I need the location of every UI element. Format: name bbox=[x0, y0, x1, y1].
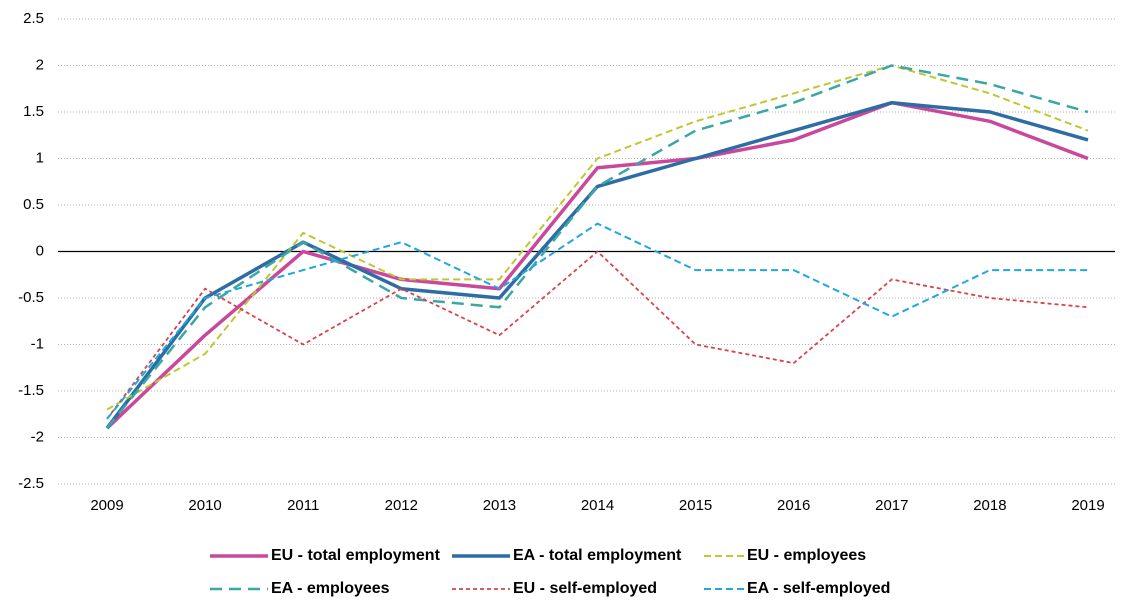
x-tick-label: 2010 bbox=[188, 497, 221, 514]
series-line bbox=[105, 100, 1089, 430]
y-tick-label: -1 bbox=[31, 335, 44, 352]
x-tick-label: 2012 bbox=[385, 497, 418, 514]
x-tick-label: 2011 bbox=[287, 497, 319, 514]
series-line bbox=[106, 250, 1089, 420]
y-tick-label: -1.5 bbox=[18, 382, 44, 399]
x-tick-label: 2016 bbox=[777, 497, 810, 514]
series-line bbox=[105, 100, 1089, 430]
series-line bbox=[106, 222, 1088, 420]
y-tick-label: 0.5 bbox=[23, 196, 44, 213]
series-line bbox=[106, 64, 1089, 411]
legend-label: EA - self-employed bbox=[747, 580, 890, 597]
x-tick-label: 2018 bbox=[973, 497, 1006, 514]
y-tick-label: 1.5 bbox=[23, 103, 44, 120]
series-line bbox=[106, 64, 1089, 429]
legend-label: EA - employees bbox=[271, 580, 390, 597]
y-tick-label: -0.5 bbox=[18, 289, 44, 306]
legend-label: EU - total employment bbox=[271, 547, 441, 564]
legend-label: EU - self-employed bbox=[513, 580, 657, 597]
x-tick-label: 2015 bbox=[679, 497, 712, 514]
y-tick-label: -2 bbox=[31, 428, 44, 445]
x-tick-label: 2009 bbox=[90, 497, 123, 514]
y-tick-label: 0 bbox=[36, 242, 44, 259]
y-tick-label: -2.5 bbox=[18, 475, 44, 492]
x-tick-label: 2019 bbox=[1071, 497, 1104, 514]
x-tick-label: 2017 bbox=[875, 497, 908, 514]
y-tick-label: 2 bbox=[36, 56, 44, 73]
x-tick-label: 2013 bbox=[483, 497, 516, 514]
x-tick-label: 2014 bbox=[581, 497, 614, 514]
legend-label: EU - employees bbox=[747, 547, 866, 564]
y-tick-label: 2.5 bbox=[23, 10, 44, 27]
y-tick-label: 1 bbox=[36, 149, 44, 166]
legend-label: EA - total employment bbox=[513, 547, 682, 564]
